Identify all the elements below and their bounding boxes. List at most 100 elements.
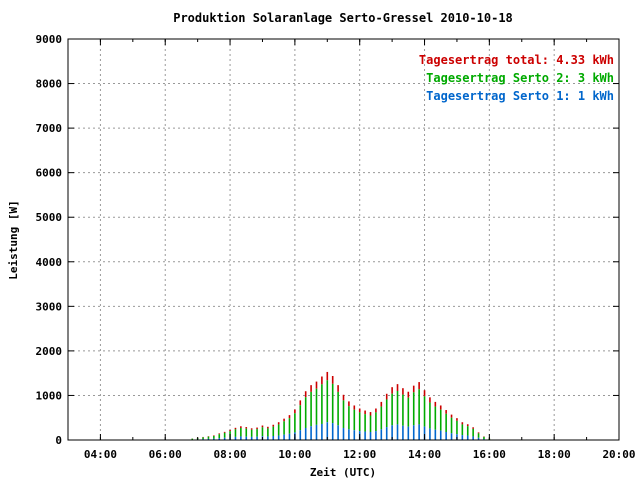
y-tick-label: 0 [55, 434, 62, 447]
bar-serto-2 [261, 427, 264, 437]
bar-serto-1 [385, 427, 388, 440]
legend-entry-value: 1 kWh [578, 89, 614, 103]
y-tick-label: 1000 [36, 389, 63, 402]
bar-total [277, 422, 280, 425]
bar-serto-1 [353, 430, 356, 440]
bar-total [450, 414, 453, 418]
bar-serto-1 [407, 426, 410, 440]
legend-entry: Tagesertrag Serto 2: 3 kWh [426, 71, 614, 85]
x-tick-label: 14:00 [408, 448, 441, 461]
bar-total [364, 410, 366, 415]
bar-total [256, 427, 258, 430]
bar-total [299, 400, 302, 406]
y-tick-label: 7000 [36, 122, 63, 135]
bar-serto-1 [439, 430, 442, 440]
bar-serto-1 [391, 425, 393, 440]
bar-total [407, 391, 410, 398]
bar-total [267, 426, 269, 429]
bar-serto-1 [299, 430, 302, 440]
bar-serto-2 [207, 436, 210, 439]
bar-serto-2 [321, 384, 323, 424]
bar-serto-2 [439, 409, 442, 431]
bar-total [380, 401, 383, 407]
y-axis-label: Leistung [W] [7, 200, 20, 279]
legend-entry-label: Tagesertrag Serto 2: [426, 71, 578, 85]
bar-total [283, 418, 285, 422]
bar-serto-1 [342, 427, 345, 440]
bar-total [240, 426, 242, 428]
legend-entry-value: 3 kWh [578, 71, 614, 85]
bar-serto-2 [288, 418, 291, 434]
bar-serto-2 [358, 412, 361, 432]
bar-serto-2 [353, 409, 356, 431]
bar-serto-2 [277, 424, 280, 436]
bar-serto-1 [223, 437, 226, 440]
bar-serto-1 [234, 436, 237, 440]
bar-serto-2 [191, 438, 194, 440]
bar-total [218, 433, 221, 435]
legend: Tagesertrag total: 4.33 kWh Tagesertrag S… [419, 53, 614, 103]
bar-serto-1 [213, 438, 215, 440]
legend-entry-label: Tagesertrag Serto 1: [426, 89, 578, 103]
bar-serto-1 [434, 429, 437, 440]
bar-serto-2 [218, 434, 221, 439]
bar-serto-1 [445, 431, 447, 440]
bar-serto-1 [277, 435, 280, 440]
bar-serto-2 [445, 413, 447, 432]
y-tick-label: 4000 [36, 256, 63, 269]
bar-serto-2 [304, 397, 307, 428]
bar-serto-2 [310, 391, 312, 427]
bar-total [331, 376, 334, 384]
bar-total [321, 376, 323, 385]
bar-serto-2 [418, 389, 420, 425]
bar-serto-1 [472, 436, 474, 440]
bar-serto-1 [337, 425, 339, 440]
bar-serto-2 [331, 383, 334, 424]
bar-serto-1 [412, 425, 415, 440]
y-tick-label: 8000 [36, 78, 63, 91]
bar-total [229, 429, 231, 432]
bar-serto-1 [364, 431, 366, 440]
plot-frame [67, 38, 620, 441]
bar-total [353, 405, 356, 410]
bar-serto-2 [240, 427, 242, 437]
bar-serto-1 [240, 436, 242, 440]
bar-serto-2 [385, 399, 388, 428]
bar-serto-1 [450, 433, 453, 440]
bar-serto-2 [396, 390, 399, 425]
y-tick-label: 5000 [36, 211, 63, 224]
bar-serto-2 [267, 428, 269, 437]
bar-serto-2 [483, 436, 485, 440]
bar-total [391, 387, 393, 394]
bar-total [337, 385, 339, 392]
bar-serto-2 [380, 406, 383, 430]
bar-serto-2 [223, 432, 226, 438]
bar-total [434, 401, 437, 407]
bar-serto-1 [304, 427, 307, 440]
bar-total [250, 428, 253, 430]
bar-serto-1 [418, 424, 420, 440]
y-tick-label: 9000 [36, 33, 63, 46]
bar-total [445, 410, 447, 414]
bar-total [315, 381, 318, 389]
bar-serto-2 [466, 426, 469, 436]
bar-serto-2 [412, 392, 415, 426]
bar-serto-2 [407, 397, 410, 427]
bar-serto-2 [369, 415, 372, 432]
bar-serto-1 [218, 438, 221, 440]
bar-serto-2 [434, 406, 437, 430]
bar-serto-2 [375, 412, 377, 432]
bar-serto-2 [234, 429, 237, 437]
bar-serto-1 [402, 425, 404, 440]
bar-total [439, 405, 442, 410]
bar-total [348, 401, 350, 407]
bar-total [461, 422, 464, 425]
bar-total [418, 382, 420, 390]
bar-serto-2 [456, 420, 458, 435]
bar-serto-2 [477, 433, 480, 438]
bar-serto-1 [331, 423, 334, 440]
bar-total [423, 390, 426, 397]
x-tick-label: 16:00 [473, 448, 506, 461]
bar-total [234, 427, 237, 430]
